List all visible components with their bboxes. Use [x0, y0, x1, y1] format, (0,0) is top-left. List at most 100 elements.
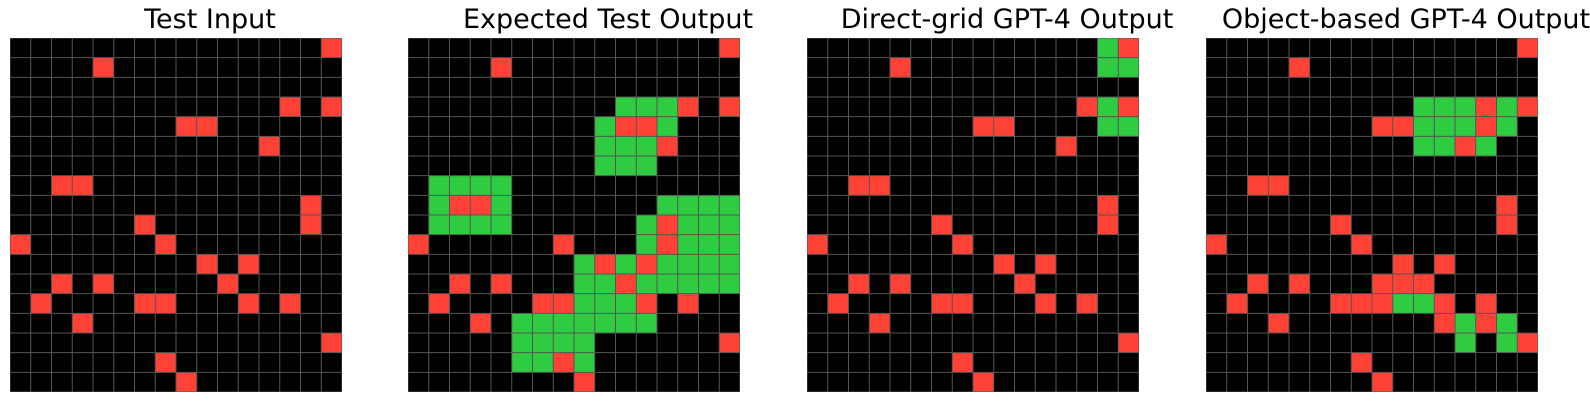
- red-cell: [1035, 254, 1056, 274]
- red-cell: [196, 254, 218, 274]
- green-cell: [1118, 57, 1139, 78]
- red-cell: [1455, 136, 1476, 156]
- red-cell: [827, 293, 849, 314]
- green-cell: [1475, 136, 1497, 156]
- green-cell: [594, 274, 616, 294]
- red-cell: [1076, 97, 1098, 117]
- green-cell: [428, 215, 450, 235]
- green-cell: [657, 254, 678, 274]
- green-cell: [1434, 116, 1455, 137]
- red-cell: [1247, 175, 1269, 196]
- green-cell: [511, 352, 533, 373]
- green-cell: [1392, 293, 1414, 314]
- green-cell: [594, 313, 616, 333]
- green-cell: [636, 215, 657, 235]
- green-cell: [1413, 116, 1435, 137]
- green-cell: [594, 293, 616, 314]
- green-cell: [636, 274, 657, 294]
- red-cell: [1056, 136, 1077, 156]
- green-cell: [657, 116, 678, 137]
- red-cell: [973, 116, 994, 137]
- red-cell: [1475, 313, 1497, 333]
- red-cell: [677, 97, 699, 117]
- red-cell: [553, 352, 574, 373]
- green-cell: [1496, 313, 1518, 333]
- green-cell: [1097, 38, 1119, 58]
- red-cell: [1434, 293, 1455, 314]
- green-cell: [698, 274, 720, 294]
- panel-object-based-gpt4-output: Object-based GPT-4 Output: [1206, 0, 1590, 408]
- red-cell: [1097, 195, 1119, 215]
- green-cell: [553, 313, 574, 333]
- red-cell: [1413, 274, 1435, 294]
- panel-title: Direct-grid GPT-4 Output: [840, 4, 1174, 35]
- red-cell: [615, 116, 637, 137]
- red-cell: [532, 293, 554, 314]
- green-cell: [1434, 136, 1455, 156]
- red-cell: [134, 293, 156, 314]
- green-cell: [511, 333, 533, 353]
- green-cell: [532, 352, 554, 373]
- red-cell: [470, 313, 491, 333]
- red-cell: [470, 195, 491, 215]
- red-cell: [72, 313, 93, 333]
- green-cell: [677, 195, 699, 215]
- green-cell: [615, 156, 637, 176]
- red-cell: [553, 234, 574, 255]
- red-cell: [1289, 57, 1310, 78]
- red-cell: [973, 372, 994, 392]
- green-cell: [657, 97, 678, 117]
- green-cell: [470, 175, 491, 196]
- red-cell: [1206, 234, 1227, 255]
- green-cell: [1413, 97, 1435, 117]
- red-cell: [1351, 293, 1372, 314]
- green-cell: [491, 215, 512, 235]
- red-cell: [1289, 274, 1310, 294]
- green-cell: [574, 254, 595, 274]
- red-cell: [238, 254, 259, 274]
- green-cell: [698, 215, 720, 235]
- red-cell: [10, 234, 31, 255]
- red-cell: [428, 293, 450, 314]
- green-cell: [657, 274, 678, 294]
- red-cell: [321, 97, 342, 117]
- red-cell: [1372, 372, 1393, 392]
- red-cell: [408, 234, 429, 255]
- green-cell: [719, 234, 740, 255]
- red-cell: [1351, 234, 1372, 255]
- green-cell: [491, 175, 512, 196]
- green-cell: [428, 175, 450, 196]
- red-cell: [449, 195, 471, 215]
- green-cell: [636, 97, 657, 117]
- grid: [10, 38, 342, 392]
- red-cell: [574, 372, 595, 392]
- red-cell: [636, 254, 657, 274]
- red-cell: [1372, 274, 1393, 294]
- red-cell: [677, 293, 699, 314]
- green-cell: [636, 156, 657, 176]
- red-cell: [1268, 313, 1289, 333]
- red-cell: [1330, 215, 1352, 235]
- red-cell: [1434, 254, 1455, 274]
- green-cell: [532, 333, 554, 353]
- green-cell: [677, 234, 699, 255]
- green-cell: [615, 97, 637, 117]
- green-cell: [719, 254, 740, 274]
- panel-title: Expected Test Output: [462, 4, 754, 35]
- green-cell: [615, 254, 637, 274]
- red-cell: [51, 175, 73, 196]
- green-cell: [1496, 333, 1518, 353]
- red-cell: [1226, 293, 1248, 314]
- green-cell: [615, 293, 637, 314]
- red-cell: [1118, 97, 1139, 117]
- red-cell: [1434, 313, 1455, 333]
- red-cell: [279, 97, 301, 117]
- green-cell: [657, 195, 678, 215]
- red-cell: [636, 116, 657, 137]
- red-cell: [1517, 97, 1538, 117]
- grid: [1206, 38, 1538, 392]
- panel-direct-grid-gpt4-output: Direct-grid GPT-4 Output: [807, 0, 1207, 408]
- red-cell: [615, 274, 637, 294]
- green-cell: [698, 234, 720, 255]
- red-cell: [553, 293, 574, 314]
